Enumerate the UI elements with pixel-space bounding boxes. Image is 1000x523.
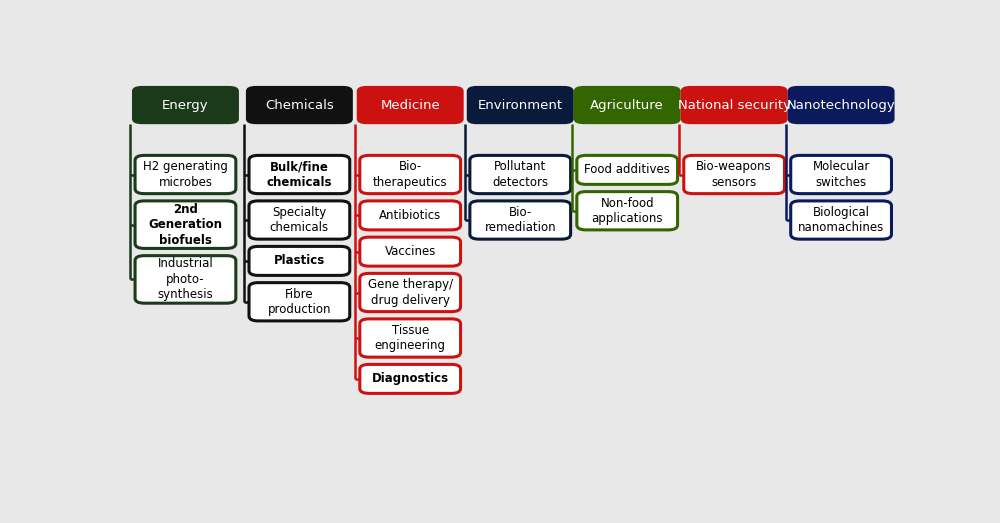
Text: Bio-
therapeutics: Bio- therapeutics bbox=[373, 160, 448, 189]
FancyBboxPatch shape bbox=[791, 155, 891, 194]
Text: Biological
nanomachines: Biological nanomachines bbox=[798, 206, 884, 234]
Text: Medicine: Medicine bbox=[380, 98, 440, 111]
FancyBboxPatch shape bbox=[135, 155, 236, 194]
FancyBboxPatch shape bbox=[791, 201, 891, 239]
Text: 2nd
Generation
biofuels: 2nd Generation biofuels bbox=[148, 202, 222, 247]
FancyBboxPatch shape bbox=[249, 282, 350, 321]
Text: Fibre
production: Fibre production bbox=[268, 288, 331, 316]
Text: Bulk/fine
chemicals: Bulk/fine chemicals bbox=[267, 160, 332, 189]
Text: Agriculture: Agriculture bbox=[590, 98, 664, 111]
Text: Vaccines: Vaccines bbox=[385, 245, 436, 258]
Text: Antibiotics: Antibiotics bbox=[379, 209, 441, 222]
Text: Bio-
remediation: Bio- remediation bbox=[484, 206, 556, 234]
Text: Gene therapy/
drug delivery: Gene therapy/ drug delivery bbox=[368, 278, 453, 307]
Text: Food additives: Food additives bbox=[584, 163, 670, 176]
FancyBboxPatch shape bbox=[135, 256, 236, 303]
Text: Pollutant
detectors: Pollutant detectors bbox=[492, 160, 548, 189]
Text: Molecular
switches: Molecular switches bbox=[812, 160, 870, 189]
FancyBboxPatch shape bbox=[684, 155, 785, 194]
FancyBboxPatch shape bbox=[360, 201, 461, 230]
Text: Energy: Energy bbox=[162, 98, 209, 111]
FancyBboxPatch shape bbox=[788, 86, 895, 124]
FancyBboxPatch shape bbox=[470, 155, 571, 194]
FancyBboxPatch shape bbox=[577, 191, 678, 230]
FancyBboxPatch shape bbox=[249, 246, 350, 276]
Text: Bio-weapons
sensors: Bio-weapons sensors bbox=[696, 160, 772, 189]
FancyBboxPatch shape bbox=[249, 201, 350, 239]
Text: National security: National security bbox=[678, 98, 791, 111]
Text: Environment: Environment bbox=[478, 98, 563, 111]
Text: Industrial
photo-
synthesis: Industrial photo- synthesis bbox=[158, 257, 213, 301]
FancyBboxPatch shape bbox=[357, 86, 464, 124]
Text: Chemicals: Chemicals bbox=[265, 98, 334, 111]
FancyBboxPatch shape bbox=[132, 86, 239, 124]
Text: Nanotechnology: Nanotechnology bbox=[787, 98, 895, 111]
FancyBboxPatch shape bbox=[135, 201, 236, 248]
Text: Tissue
engineering: Tissue engineering bbox=[375, 324, 446, 353]
FancyBboxPatch shape bbox=[360, 274, 461, 312]
Text: H2 generating
microbes: H2 generating microbes bbox=[143, 160, 228, 189]
FancyBboxPatch shape bbox=[467, 86, 574, 124]
FancyBboxPatch shape bbox=[249, 155, 350, 194]
FancyBboxPatch shape bbox=[681, 86, 788, 124]
FancyBboxPatch shape bbox=[574, 86, 681, 124]
FancyBboxPatch shape bbox=[470, 201, 571, 239]
Text: Non-food
applications: Non-food applications bbox=[591, 197, 663, 225]
FancyBboxPatch shape bbox=[360, 155, 461, 194]
FancyBboxPatch shape bbox=[246, 86, 353, 124]
Text: Plastics: Plastics bbox=[274, 254, 325, 267]
FancyBboxPatch shape bbox=[360, 365, 461, 393]
Text: Diagnostics: Diagnostics bbox=[372, 372, 449, 385]
FancyBboxPatch shape bbox=[577, 155, 678, 185]
Text: Specialty
chemicals: Specialty chemicals bbox=[270, 206, 329, 234]
FancyBboxPatch shape bbox=[360, 237, 461, 266]
FancyBboxPatch shape bbox=[360, 319, 461, 357]
